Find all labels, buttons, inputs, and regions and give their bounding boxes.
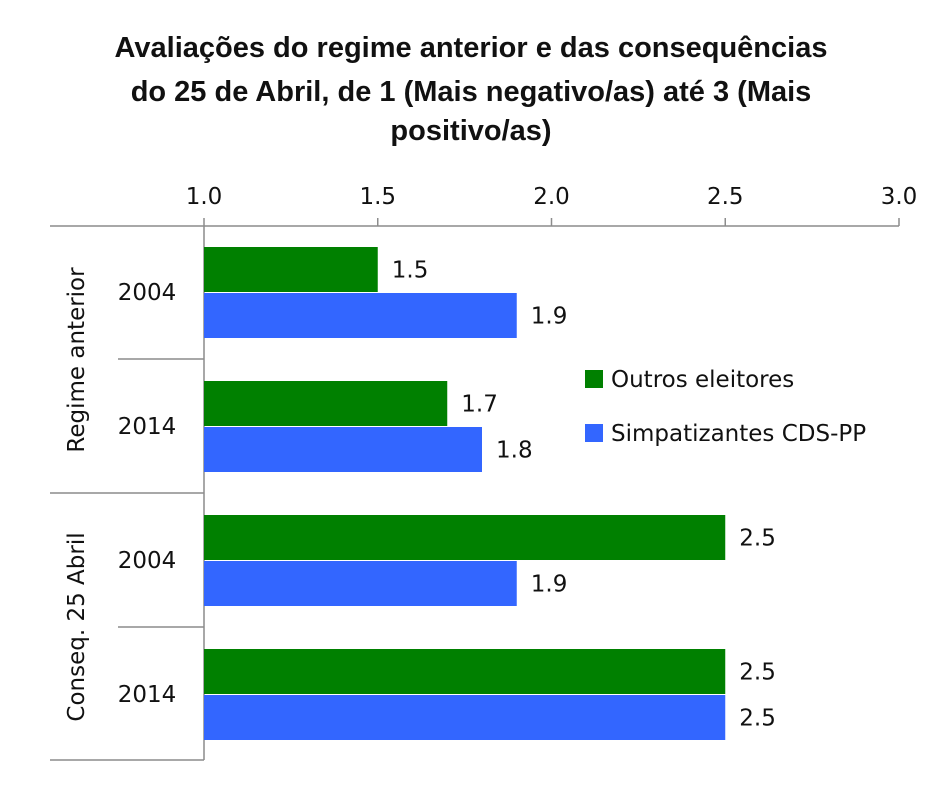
chart-title-line-1: Avaliações do regime anterior e das cons… bbox=[115, 32, 828, 64]
x-tick-label: 3.0 bbox=[881, 184, 918, 210]
legend-label: Simpatizantes CDS-PP bbox=[611, 421, 866, 447]
bar-series bbox=[204, 247, 726, 740]
year-label: 2004 bbox=[118, 280, 177, 306]
data-label: 1.5 bbox=[392, 258, 429, 284]
x-tick-label: 2.0 bbox=[533, 184, 570, 210]
chart-title-line-3: positivo/as) bbox=[390, 115, 551, 147]
bar bbox=[204, 381, 448, 426]
chart-title: Avaliações do regime anterior e das cons… bbox=[115, 32, 828, 147]
x-tick-label: 1.5 bbox=[359, 184, 396, 210]
bar bbox=[204, 561, 517, 606]
bar bbox=[204, 515, 726, 560]
bar bbox=[204, 427, 482, 472]
year-label: 2014 bbox=[118, 414, 177, 440]
chart-title-line-2: do 25 de Abril, de 1 (Mais negativo/as) … bbox=[131, 76, 812, 108]
legend-swatch bbox=[585, 370, 603, 388]
bar bbox=[204, 293, 517, 338]
group-label: Conseq. 25 Abril bbox=[64, 532, 90, 721]
data-label: 1.9 bbox=[531, 304, 568, 330]
year-label: 2004 bbox=[118, 548, 177, 574]
bar bbox=[204, 649, 726, 694]
legend: Outros eleitores Simpatizantes CDS-PP bbox=[585, 367, 866, 447]
group-label: Regime anterior bbox=[64, 267, 90, 453]
x-tick-label: 2.5 bbox=[707, 184, 744, 210]
bar bbox=[204, 247, 378, 292]
data-label: 1.9 bbox=[531, 572, 568, 598]
data-label: 1.7 bbox=[461, 392, 498, 418]
data-label: 2.5 bbox=[739, 706, 776, 732]
x-tick-label: 1.0 bbox=[186, 184, 223, 210]
year-label: 2014 bbox=[118, 682, 177, 708]
data-label: 2.5 bbox=[739, 526, 776, 552]
legend-label: Outros eleitores bbox=[611, 367, 794, 393]
category-labels: 2004 2014 Regime anterior 2004 2014 Conseq. 2… bbox=[64, 267, 176, 722]
data-labels: 1.5 1.9 1.7 1.8 2.5 1.9 2.5 2.5 bbox=[392, 258, 776, 732]
data-label: 2.5 bbox=[739, 660, 776, 686]
data-label: 1.8 bbox=[496, 438, 533, 464]
legend-swatch bbox=[585, 424, 603, 442]
bar bbox=[204, 695, 726, 740]
